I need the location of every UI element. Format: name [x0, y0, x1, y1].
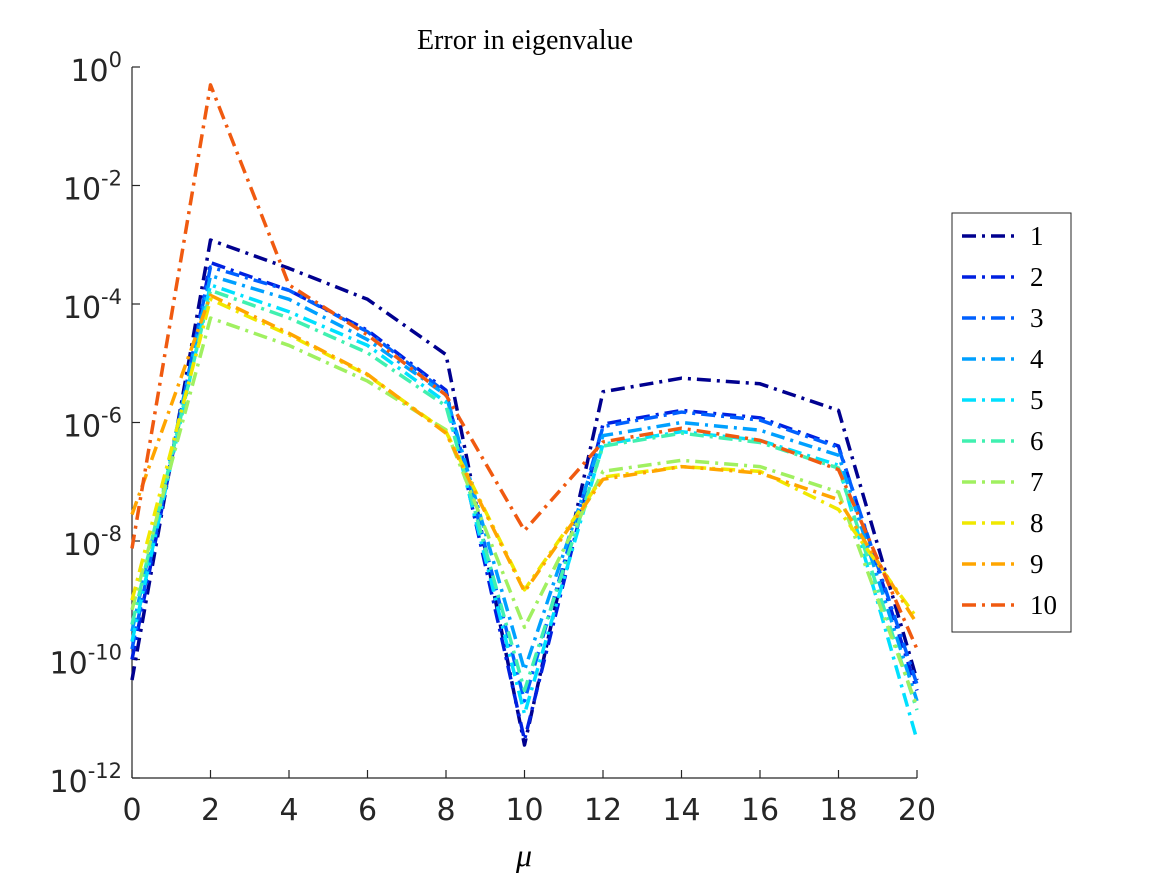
series-line	[130, 238, 919, 747]
x-tick-label: 4	[279, 793, 298, 828]
series-line	[130, 293, 919, 625]
series-line	[130, 297, 919, 620]
x-axis-label: μ	[515, 837, 532, 873]
x-tick-label: 16	[741, 793, 779, 828]
series-line	[130, 260, 919, 742]
y-tick-exponent: -4	[101, 285, 122, 309]
series-line	[130, 283, 919, 741]
legend-label: 4	[1030, 344, 1044, 374]
x-tick-label: 8	[436, 793, 455, 828]
y-tick-exponent: -6	[101, 404, 122, 428]
x-tick-label: 14	[662, 793, 700, 828]
x-tick-label: 20	[898, 793, 936, 828]
legend-label: 3	[1030, 303, 1044, 333]
x-tick-label: 6	[358, 793, 377, 828]
y-tick-exponent: 0	[109, 48, 122, 72]
legend-label: 2	[1030, 262, 1044, 292]
y-tick-label: 10-2	[63, 167, 122, 208]
y-tick-exponent: -2	[101, 167, 122, 191]
y-tick-label: 100	[70, 48, 122, 89]
y-tick-label: 10-10	[50, 641, 123, 682]
y-tick-exponent: -8	[101, 522, 122, 546]
y-tick-label: 10-4	[63, 285, 122, 326]
legend-label: 6	[1030, 426, 1044, 456]
y-tick-exponent: -10	[88, 641, 122, 665]
legend-label: 8	[1030, 508, 1044, 538]
legend-label: 1	[1030, 221, 1044, 251]
x-tick-label: 10	[505, 793, 543, 828]
y-tick-label: 10-12	[50, 759, 123, 800]
legend-label: 5	[1030, 385, 1044, 415]
legend-label: 9	[1030, 549, 1044, 579]
series-line	[130, 288, 919, 711]
y-tick-exponent: -12	[88, 759, 122, 783]
legend-label: 10	[1030, 590, 1057, 620]
y-tick-label: 10-8	[63, 522, 122, 563]
x-tick-label: 0	[122, 793, 141, 828]
series-line	[130, 83, 919, 650]
legend-box	[951, 212, 1072, 633]
x-tick-label: 12	[584, 793, 622, 828]
chart-title: Error in eigenvalue	[417, 25, 633, 56]
series-line	[130, 316, 919, 708]
x-tick-label: 2	[201, 793, 220, 828]
series-line	[130, 265, 919, 703]
series-line	[130, 273, 919, 702]
y-tick-label: 10-6	[63, 404, 122, 445]
legend-label: 7	[1030, 467, 1044, 497]
x-tick-label: 18	[819, 793, 857, 828]
